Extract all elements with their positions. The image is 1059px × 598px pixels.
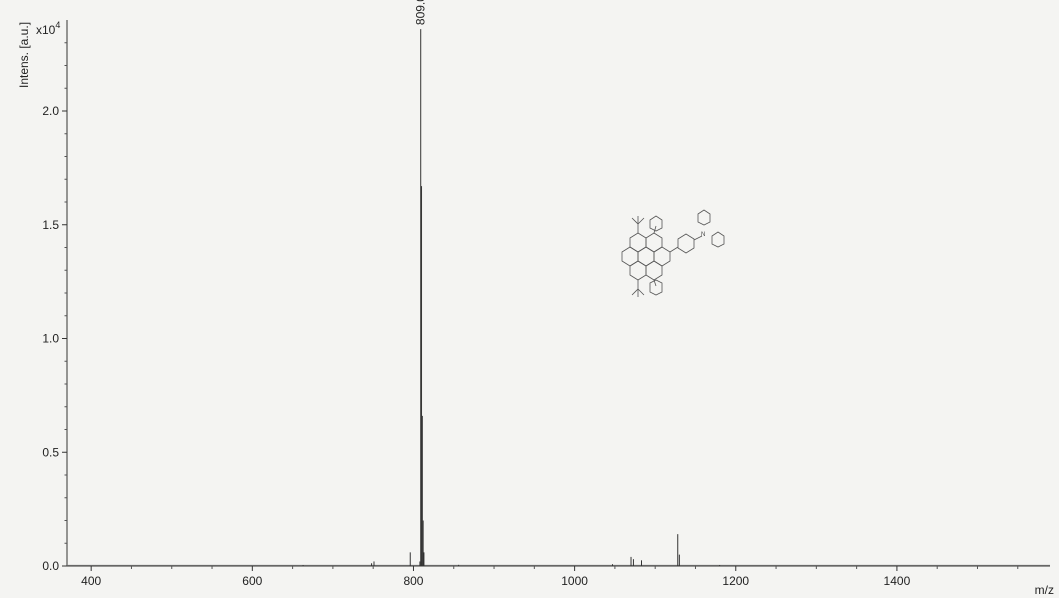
y-scale-label: x104	[36, 20, 60, 37]
x-tick-label: 1400	[884, 574, 911, 588]
x-axis-title: m/z	[1035, 583, 1054, 597]
molecule-structure-drawing: N	[621, 209, 725, 297]
y-tick-label: 0.5	[42, 445, 59, 459]
x-tick-label: 800	[403, 574, 423, 588]
svg-text:N: N	[701, 232, 705, 238]
x-tick-label: 1000	[561, 574, 588, 588]
y-tick-label: 1.0	[42, 332, 59, 346]
y-tick-label: 2.0	[42, 104, 59, 118]
x-tick-label: 400	[81, 574, 101, 588]
y-axis-title: Intens. [a.u.]	[17, 22, 31, 88]
y-tick-label: 1.5	[42, 218, 59, 232]
x-tick-label: 1200	[722, 574, 749, 588]
y-scale-base: x10	[36, 23, 56, 37]
y-tick-label: 0.0	[42, 559, 59, 573]
y-axis-ticks: 0.0 0.5 1.0 1.5 2.0	[42, 42, 67, 573]
y-scale-exponent: 4	[55, 20, 60, 30]
peak-label: 809.0	[414, 0, 428, 25]
x-axis-ticks: 400 600 800 1000 1200 1400	[81, 566, 1019, 588]
peak-annotations: 809.0	[414, 0, 428, 25]
x-tick-label: 600	[242, 574, 262, 588]
spectrum-peaks	[68, 29, 1050, 566]
